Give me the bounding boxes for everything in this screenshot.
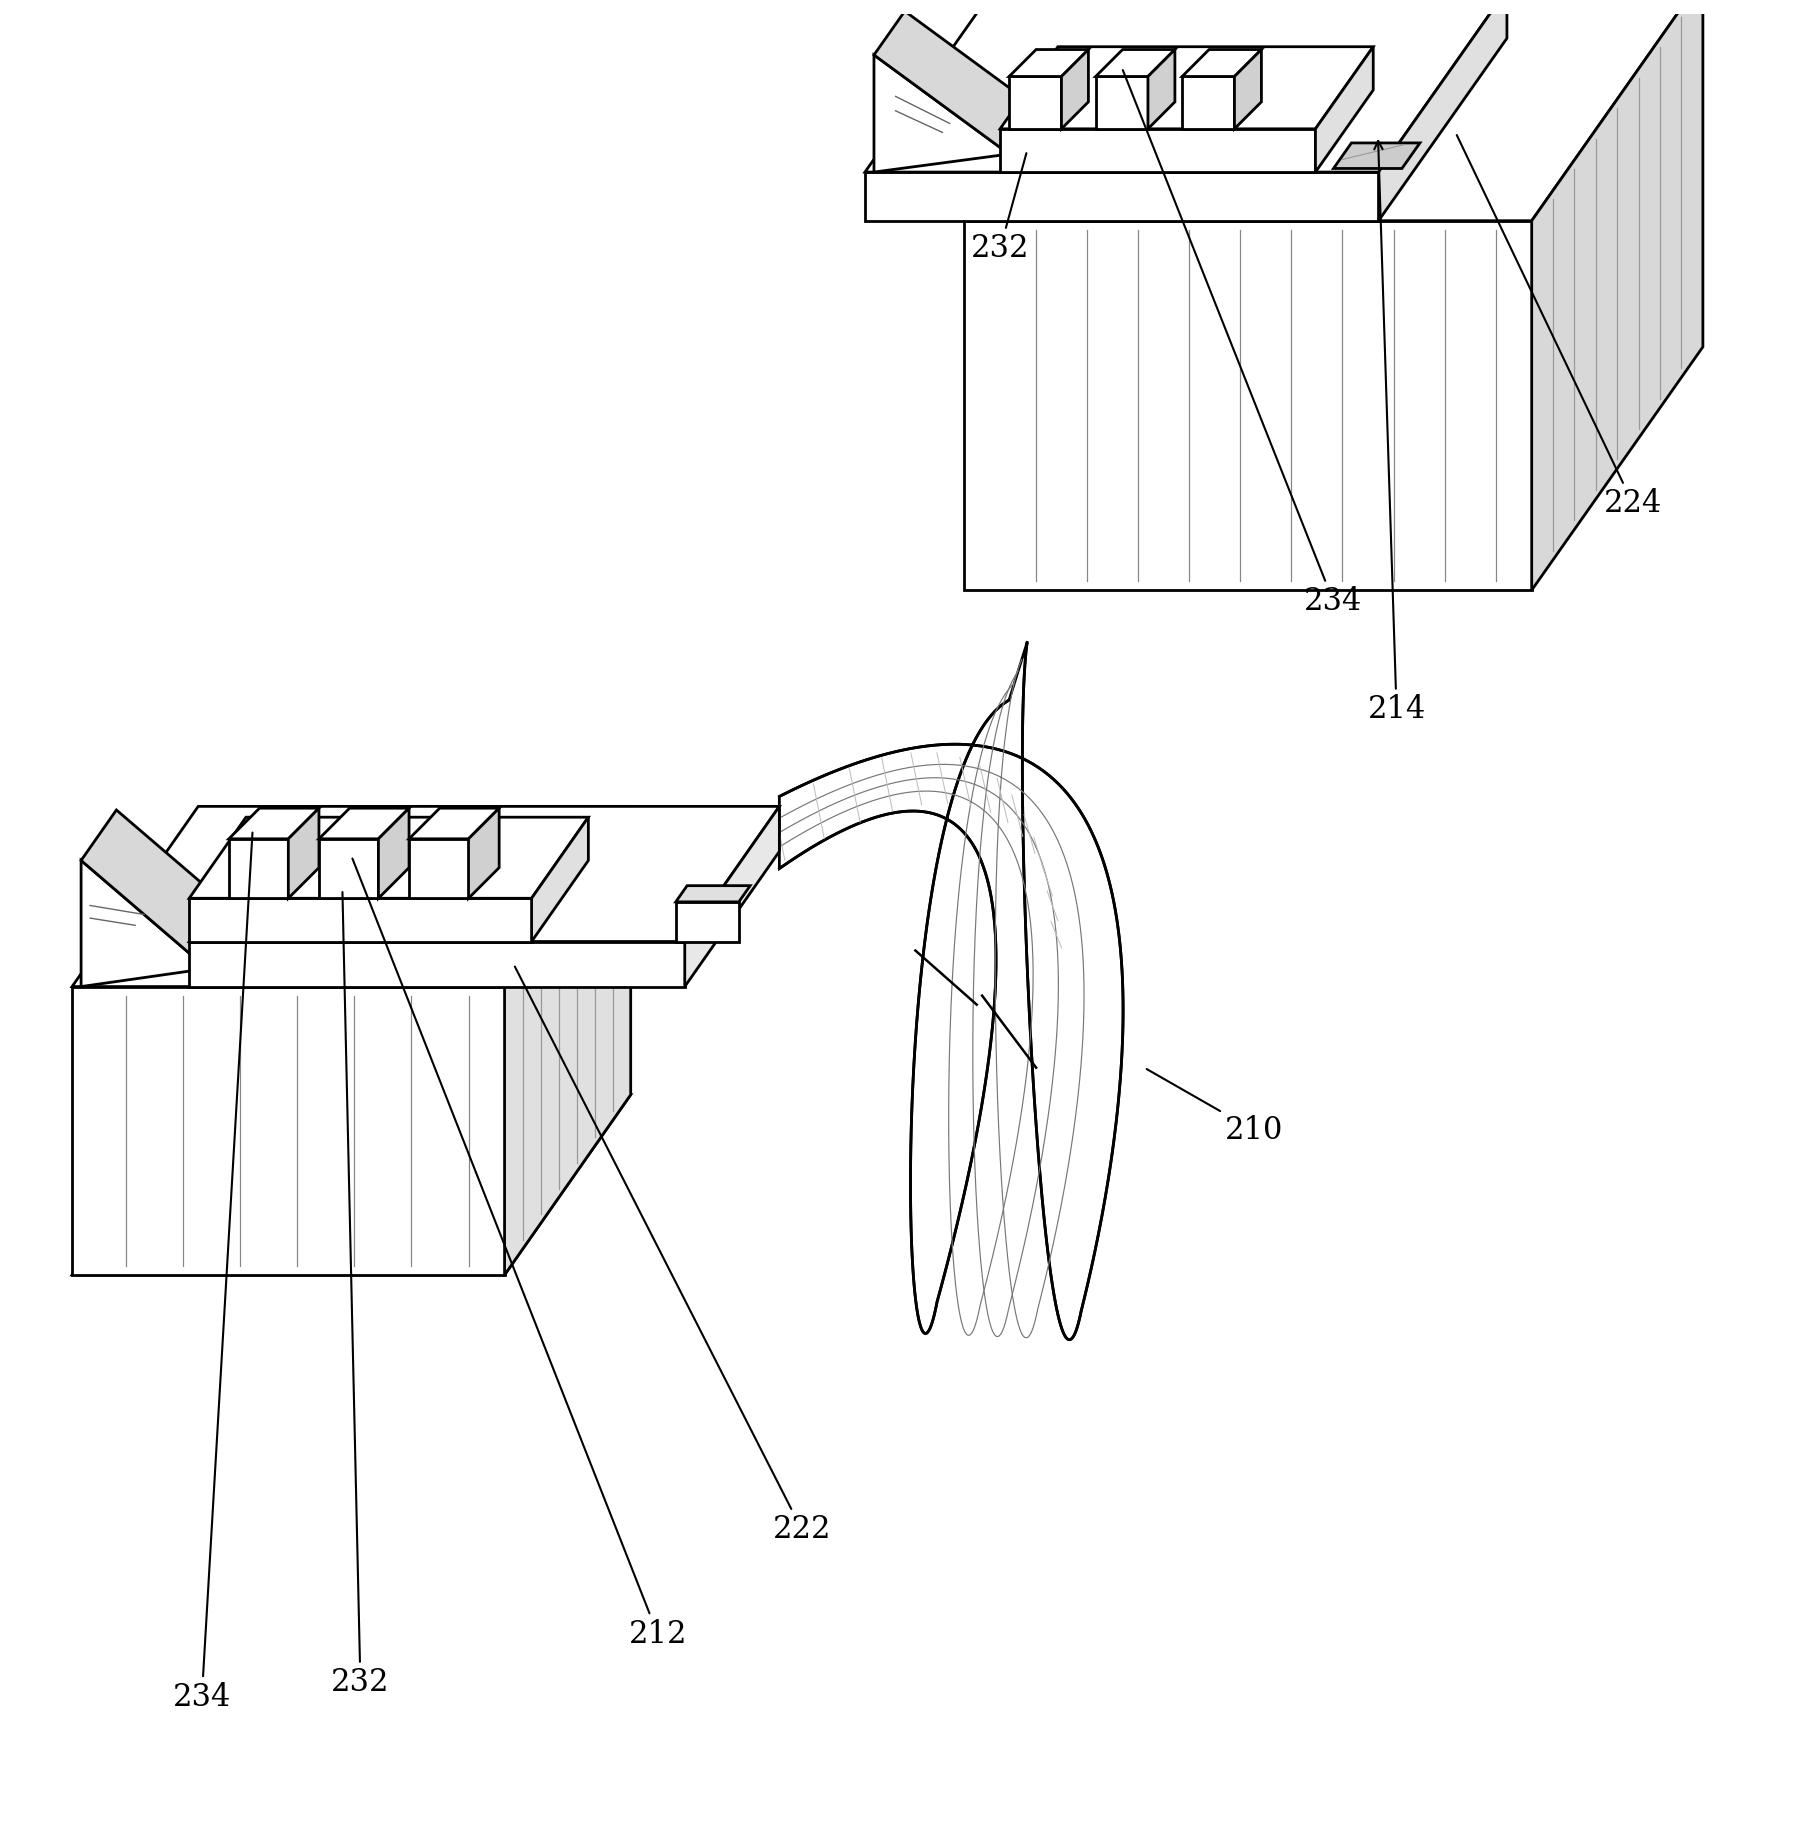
- Polygon shape: [72, 986, 505, 1275]
- Polygon shape: [874, 11, 1040, 154]
- Polygon shape: [676, 902, 739, 942]
- Polygon shape: [72, 807, 631, 986]
- Polygon shape: [676, 885, 750, 902]
- Polygon shape: [189, 818, 589, 898]
- Polygon shape: [1009, 77, 1061, 128]
- Polygon shape: [1148, 49, 1175, 128]
- Polygon shape: [1532, 0, 1703, 591]
- Polygon shape: [1333, 143, 1420, 168]
- Text: 232: 232: [971, 154, 1029, 265]
- Polygon shape: [189, 898, 532, 942]
- Polygon shape: [409, 840, 469, 898]
- Polygon shape: [778, 642, 1123, 1339]
- Polygon shape: [469, 808, 499, 898]
- Text: 232: 232: [332, 893, 389, 1699]
- Polygon shape: [865, 172, 1379, 221]
- Polygon shape: [72, 1096, 631, 1275]
- Polygon shape: [229, 840, 288, 898]
- Polygon shape: [964, 221, 1532, 591]
- Polygon shape: [81, 860, 207, 986]
- Text: 224: 224: [1456, 135, 1661, 519]
- Polygon shape: [189, 942, 685, 986]
- Polygon shape: [505, 807, 631, 1275]
- Text: 214: 214: [1368, 141, 1425, 726]
- Polygon shape: [1009, 49, 1088, 77]
- Polygon shape: [81, 810, 243, 969]
- Text: 234: 234: [1123, 70, 1362, 616]
- Text: 212: 212: [353, 858, 687, 1650]
- Polygon shape: [1182, 77, 1234, 128]
- Polygon shape: [229, 808, 319, 840]
- Text: 222: 222: [515, 966, 831, 1546]
- Polygon shape: [1379, 0, 1506, 221]
- Polygon shape: [319, 808, 409, 840]
- Polygon shape: [409, 808, 499, 840]
- Polygon shape: [319, 840, 378, 898]
- Polygon shape: [288, 808, 319, 898]
- Polygon shape: [685, 807, 778, 986]
- Polygon shape: [1096, 49, 1175, 77]
- Polygon shape: [1061, 49, 1088, 128]
- Polygon shape: [189, 807, 778, 942]
- Polygon shape: [1000, 48, 1373, 128]
- Polygon shape: [874, 55, 1009, 172]
- Polygon shape: [1096, 77, 1148, 128]
- Text: 234: 234: [173, 832, 252, 1712]
- Text: 210: 210: [1146, 1068, 1283, 1147]
- Polygon shape: [964, 0, 1703, 221]
- Polygon shape: [532, 818, 589, 942]
- Polygon shape: [1182, 49, 1261, 77]
- Polygon shape: [1234, 49, 1261, 128]
- Polygon shape: [378, 808, 409, 898]
- Polygon shape: [1315, 48, 1373, 172]
- Polygon shape: [865, 0, 1506, 172]
- Polygon shape: [1000, 128, 1315, 172]
